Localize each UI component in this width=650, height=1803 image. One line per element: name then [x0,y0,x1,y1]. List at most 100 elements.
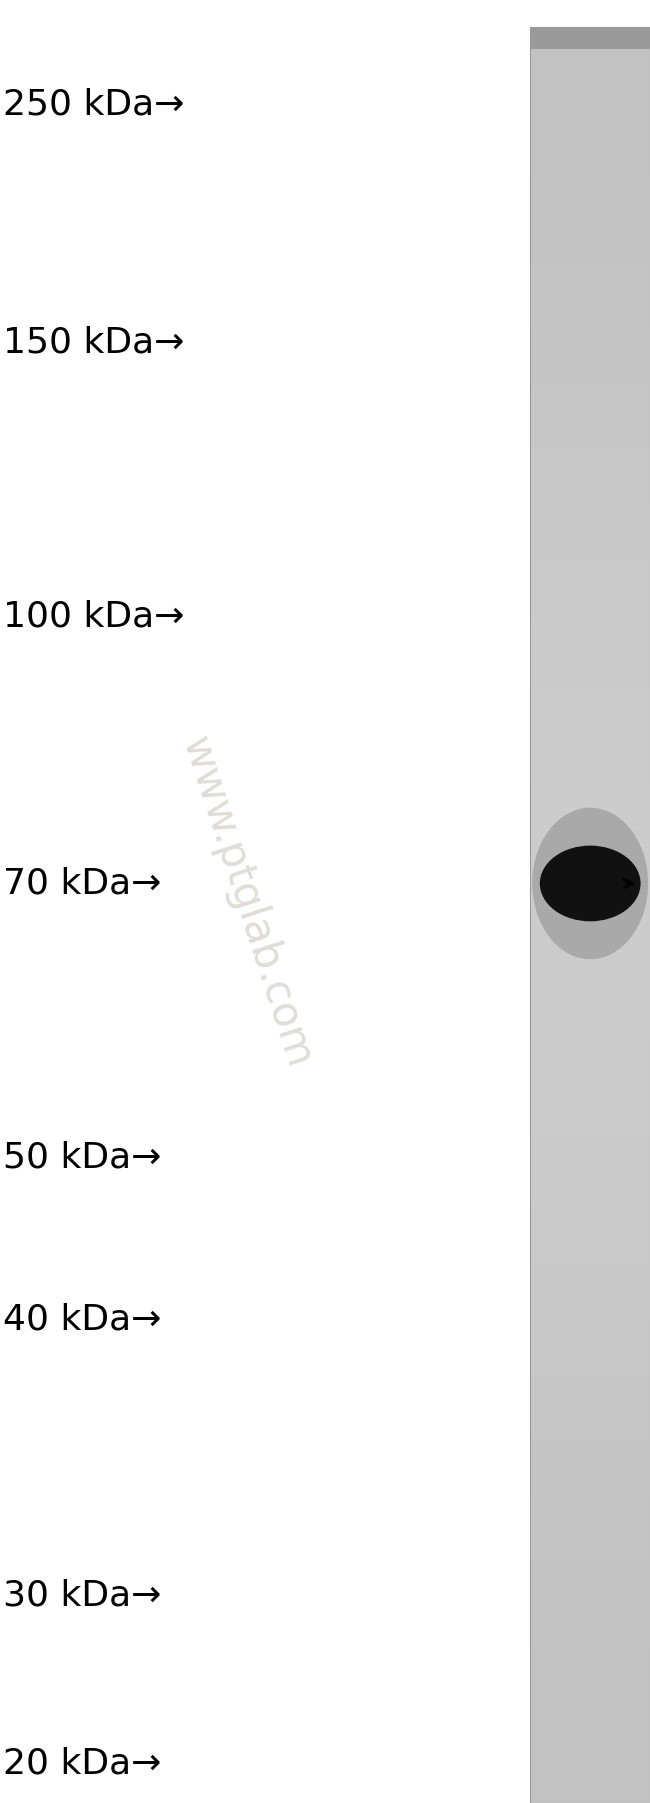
Bar [530,1424,650,1430]
Bar [530,1394,650,1401]
Bar [530,743,650,750]
Bar [530,287,650,294]
Bar [530,1264,650,1269]
Bar [530,146,650,151]
Bar [530,1022,650,1028]
Text: 100 kDa→: 100 kDa→ [3,600,185,633]
Bar [530,678,650,683]
Bar [530,364,650,370]
Bar [530,950,650,956]
Bar [530,460,650,465]
Bar [530,105,650,110]
Bar [530,245,650,252]
Bar [530,1194,650,1199]
Bar [530,1448,650,1453]
Bar [530,1323,650,1329]
Ellipse shape [540,846,641,921]
Bar [530,808,650,815]
Bar [530,867,650,874]
Bar [530,1572,650,1578]
Bar [530,784,650,792]
Bar [530,359,650,364]
Bar [530,838,650,844]
Bar [530,1691,650,1697]
Bar [530,1790,650,1798]
Bar [530,1684,650,1691]
Bar [530,216,650,222]
Bar [530,1341,650,1347]
Bar [530,97,650,105]
Bar [530,193,650,198]
Bar [530,151,650,157]
Bar [530,1679,650,1684]
Bar [530,276,650,281]
Bar [530,1235,650,1240]
Bar [530,1655,650,1661]
Bar [530,1370,650,1377]
Bar [530,395,650,400]
Bar [530,654,650,660]
Bar [530,1608,650,1614]
Bar [530,388,650,395]
Bar [530,660,650,667]
Bar [530,1282,650,1287]
Text: 150 kDa→: 150 kDa→ [3,326,185,359]
Bar [530,1064,650,1069]
Bar [530,115,650,123]
Bar [530,222,650,229]
Bar [530,649,650,654]
Bar [530,1798,650,1803]
Bar [530,1525,650,1531]
Bar [530,465,650,471]
Bar [530,1015,650,1022]
Bar [530,1560,650,1567]
Bar [530,180,650,188]
Bar [530,1093,650,1098]
Bar [530,1590,650,1596]
Bar [530,1347,650,1352]
Bar [530,1419,650,1424]
Bar [530,535,650,543]
Bar [530,683,650,691]
Bar [530,1567,650,1572]
Bar [530,139,650,146]
Bar [530,400,650,406]
Bar [530,1477,650,1484]
Bar [530,1359,650,1365]
Bar [530,1305,650,1311]
Bar [530,1554,650,1560]
Bar [530,312,650,317]
Bar [530,600,650,608]
Bar [530,92,650,97]
Bar [530,750,650,755]
Bar [530,1430,650,1435]
Bar [530,411,650,418]
Bar [530,1725,650,1733]
Bar [530,346,650,353]
Bar [530,377,650,382]
Bar [530,45,650,50]
Bar [530,1329,650,1336]
Bar [530,1080,650,1087]
Bar [530,1453,650,1460]
Bar [530,709,650,714]
Bar [530,1105,650,1111]
Bar [530,1212,650,1217]
Bar [530,1217,650,1222]
Bar [530,1412,650,1419]
Bar [530,258,650,263]
Text: 40 kDa→: 40 kDa→ [3,1304,162,1336]
Bar [530,1702,650,1707]
Bar [530,844,650,849]
Bar [530,1269,650,1277]
Bar [530,1246,650,1253]
Bar [530,1780,650,1785]
Bar [530,543,650,548]
Bar [530,1466,650,1471]
Bar [530,453,650,460]
Bar [530,175,650,180]
Bar [530,968,650,974]
Text: 70 kDa→: 70 kDa→ [3,867,162,900]
Bar [530,1626,650,1632]
Bar [530,335,650,341]
